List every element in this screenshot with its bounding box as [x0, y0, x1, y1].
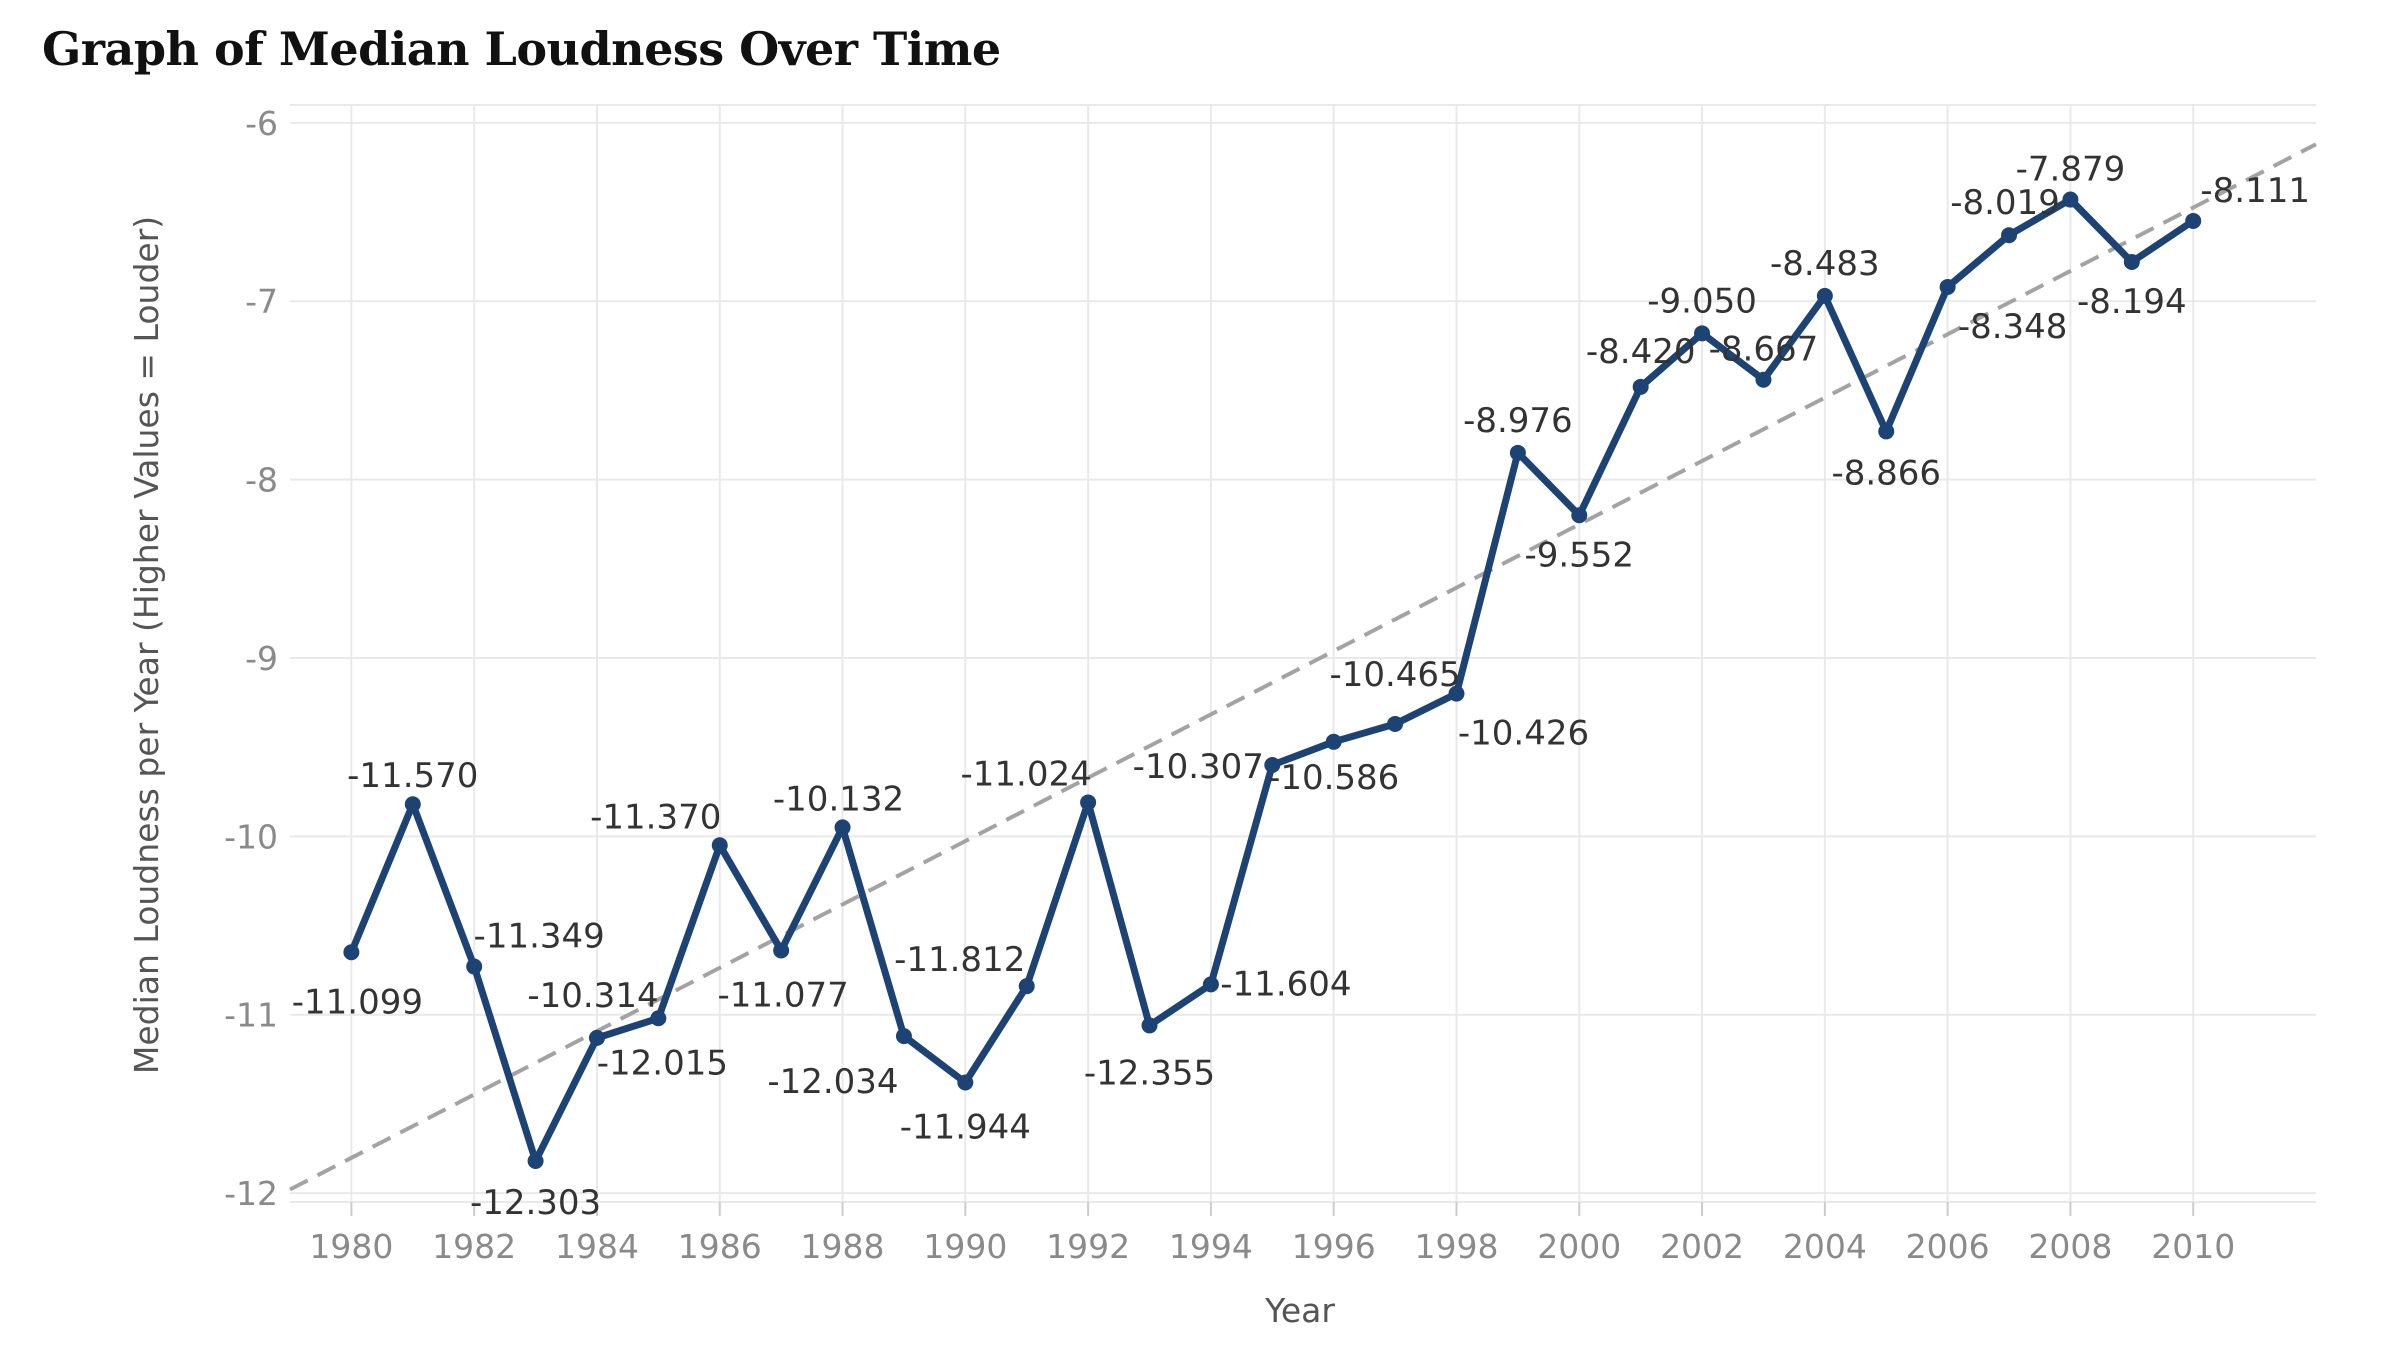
- x-tick-label: 1996: [1292, 1227, 1376, 1266]
- data-point: [1264, 756, 1281, 773]
- data-point: [1080, 794, 1097, 811]
- data-point: [1448, 685, 1465, 702]
- y-axis-ticks: -6 -7 -8 -9 -10 -11 -12: [224, 104, 278, 1213]
- data-point: [1816, 287, 1833, 304]
- data-point: [1509, 444, 1526, 461]
- data-label: -11.349: [474, 917, 605, 957]
- data-label: -7.879: [2016, 150, 2126, 190]
- x-tick-label: 2010: [2151, 1227, 2235, 1266]
- data-point: [1694, 325, 1711, 342]
- data-point: [1939, 278, 1956, 295]
- data-label: -8.111: [2200, 171, 2310, 211]
- y-tick-label: -9: [245, 639, 278, 678]
- data-point: [1202, 976, 1219, 993]
- data-label: -12.034: [767, 1062, 898, 1102]
- data-point: [2123, 253, 2140, 270]
- data-point: [711, 837, 728, 854]
- data-label: -12.355: [1084, 1053, 1215, 1093]
- x-tick-label: 1982: [432, 1227, 516, 1266]
- data-label: -8.019: [1950, 183, 2060, 223]
- x-tick-label: 1986: [678, 1227, 762, 1266]
- data-point: [2185, 212, 2202, 229]
- data-labels: -11.099 -11.570 -11.349 -12.303 -10.314 -12.0…: [292, 150, 2310, 1223]
- chart-title: Graph of Median Loudness Over Time: [42, 22, 1001, 76]
- trend-line: [289, 142, 2317, 1192]
- data-label: -11.024: [960, 754, 1091, 794]
- data-label: -10.307: [1133, 747, 1264, 787]
- y-tick-label: -8: [245, 461, 278, 500]
- series-points: [343, 191, 2202, 1169]
- data-point: [1018, 978, 1035, 995]
- x-axis-ticks: 1980 1982 1984 1986 1988 1990 1992 1994 1996 1998…: [309, 1227, 2235, 1266]
- data-point: [2001, 227, 2018, 244]
- data-point: [773, 942, 790, 959]
- y-tick-label: -7: [245, 282, 278, 321]
- data-label: -11.812: [894, 940, 1025, 980]
- y-tick-label: -10: [224, 817, 278, 856]
- x-tick-label: 1992: [1046, 1227, 1130, 1266]
- data-label: -12.303: [470, 1183, 601, 1223]
- x-tick-label: 2004: [1783, 1227, 1867, 1266]
- x-tick-label: 1998: [1414, 1227, 1498, 1266]
- data-point: [2062, 191, 2079, 208]
- data-label: -8.420: [1586, 332, 1696, 372]
- data-label: -8.667: [1709, 330, 1819, 370]
- data-label: -11.077: [718, 975, 849, 1015]
- data-point: [834, 819, 851, 836]
- x-tick-label: 2002: [1660, 1227, 1744, 1266]
- data-label: -11.099: [292, 982, 423, 1022]
- data-label: -8.348: [1958, 307, 2068, 347]
- data-point: [1755, 371, 1772, 388]
- y-tick-label: -6: [245, 104, 278, 143]
- data-point: [1878, 423, 1895, 440]
- data-label: -10.132: [773, 779, 904, 819]
- data-point: [343, 944, 360, 961]
- data-label: -9.552: [1524, 535, 1634, 575]
- data-point: [527, 1152, 544, 1169]
- grid: [290, 104, 2316, 1216]
- x-tick-label: 1990: [923, 1227, 1007, 1266]
- data-label: -8.976: [1463, 401, 1573, 441]
- data-point: [1571, 507, 1588, 524]
- data-label: -12.015: [597, 1043, 728, 1083]
- x-axis-title: Year: [1264, 1291, 1335, 1330]
- y-tick-label: -12: [224, 1174, 278, 1213]
- x-tick-label: 2006: [1906, 1227, 1990, 1266]
- data-point: [1632, 378, 1649, 395]
- data-point: [404, 796, 421, 813]
- data-point: [1325, 733, 1342, 750]
- data-label: -10.426: [1458, 714, 1589, 754]
- data-point: [650, 1010, 667, 1027]
- data-label: -11.944: [900, 1107, 1031, 1147]
- data-label: -8.866: [1831, 453, 1941, 493]
- data-point: [466, 958, 483, 975]
- data-label: -8.194: [2077, 282, 2187, 322]
- data-label: -8.483: [1770, 244, 1880, 284]
- data-label: -11.570: [347, 756, 478, 796]
- data-point: [895, 1028, 912, 1045]
- x-tick-label: 1980: [309, 1227, 393, 1266]
- x-tick-label: 1994: [1169, 1227, 1253, 1266]
- y-tick-label: -11: [224, 996, 278, 1035]
- data-label: -10.586: [1268, 758, 1399, 798]
- data-label: -10.314: [527, 976, 658, 1016]
- x-tick-label: 1984: [555, 1227, 639, 1266]
- data-label: -11.604: [1220, 964, 1351, 1004]
- trend-line-group: [289, 142, 2317, 1192]
- data-point: [1141, 1017, 1158, 1034]
- data-label: -10.465: [1329, 655, 1460, 695]
- data-point: [588, 1029, 605, 1046]
- x-tick-label: 2008: [2028, 1227, 2112, 1266]
- data-label: -11.370: [590, 797, 721, 837]
- data-point: [1387, 715, 1404, 732]
- x-tick-label: 2000: [1537, 1227, 1621, 1266]
- y-axis-title: Median Loudness per Year (Higher Values …: [127, 216, 166, 1074]
- x-tick-label: 1988: [801, 1227, 885, 1266]
- data-label: -9.050: [1647, 281, 1757, 321]
- data-point: [957, 1074, 974, 1091]
